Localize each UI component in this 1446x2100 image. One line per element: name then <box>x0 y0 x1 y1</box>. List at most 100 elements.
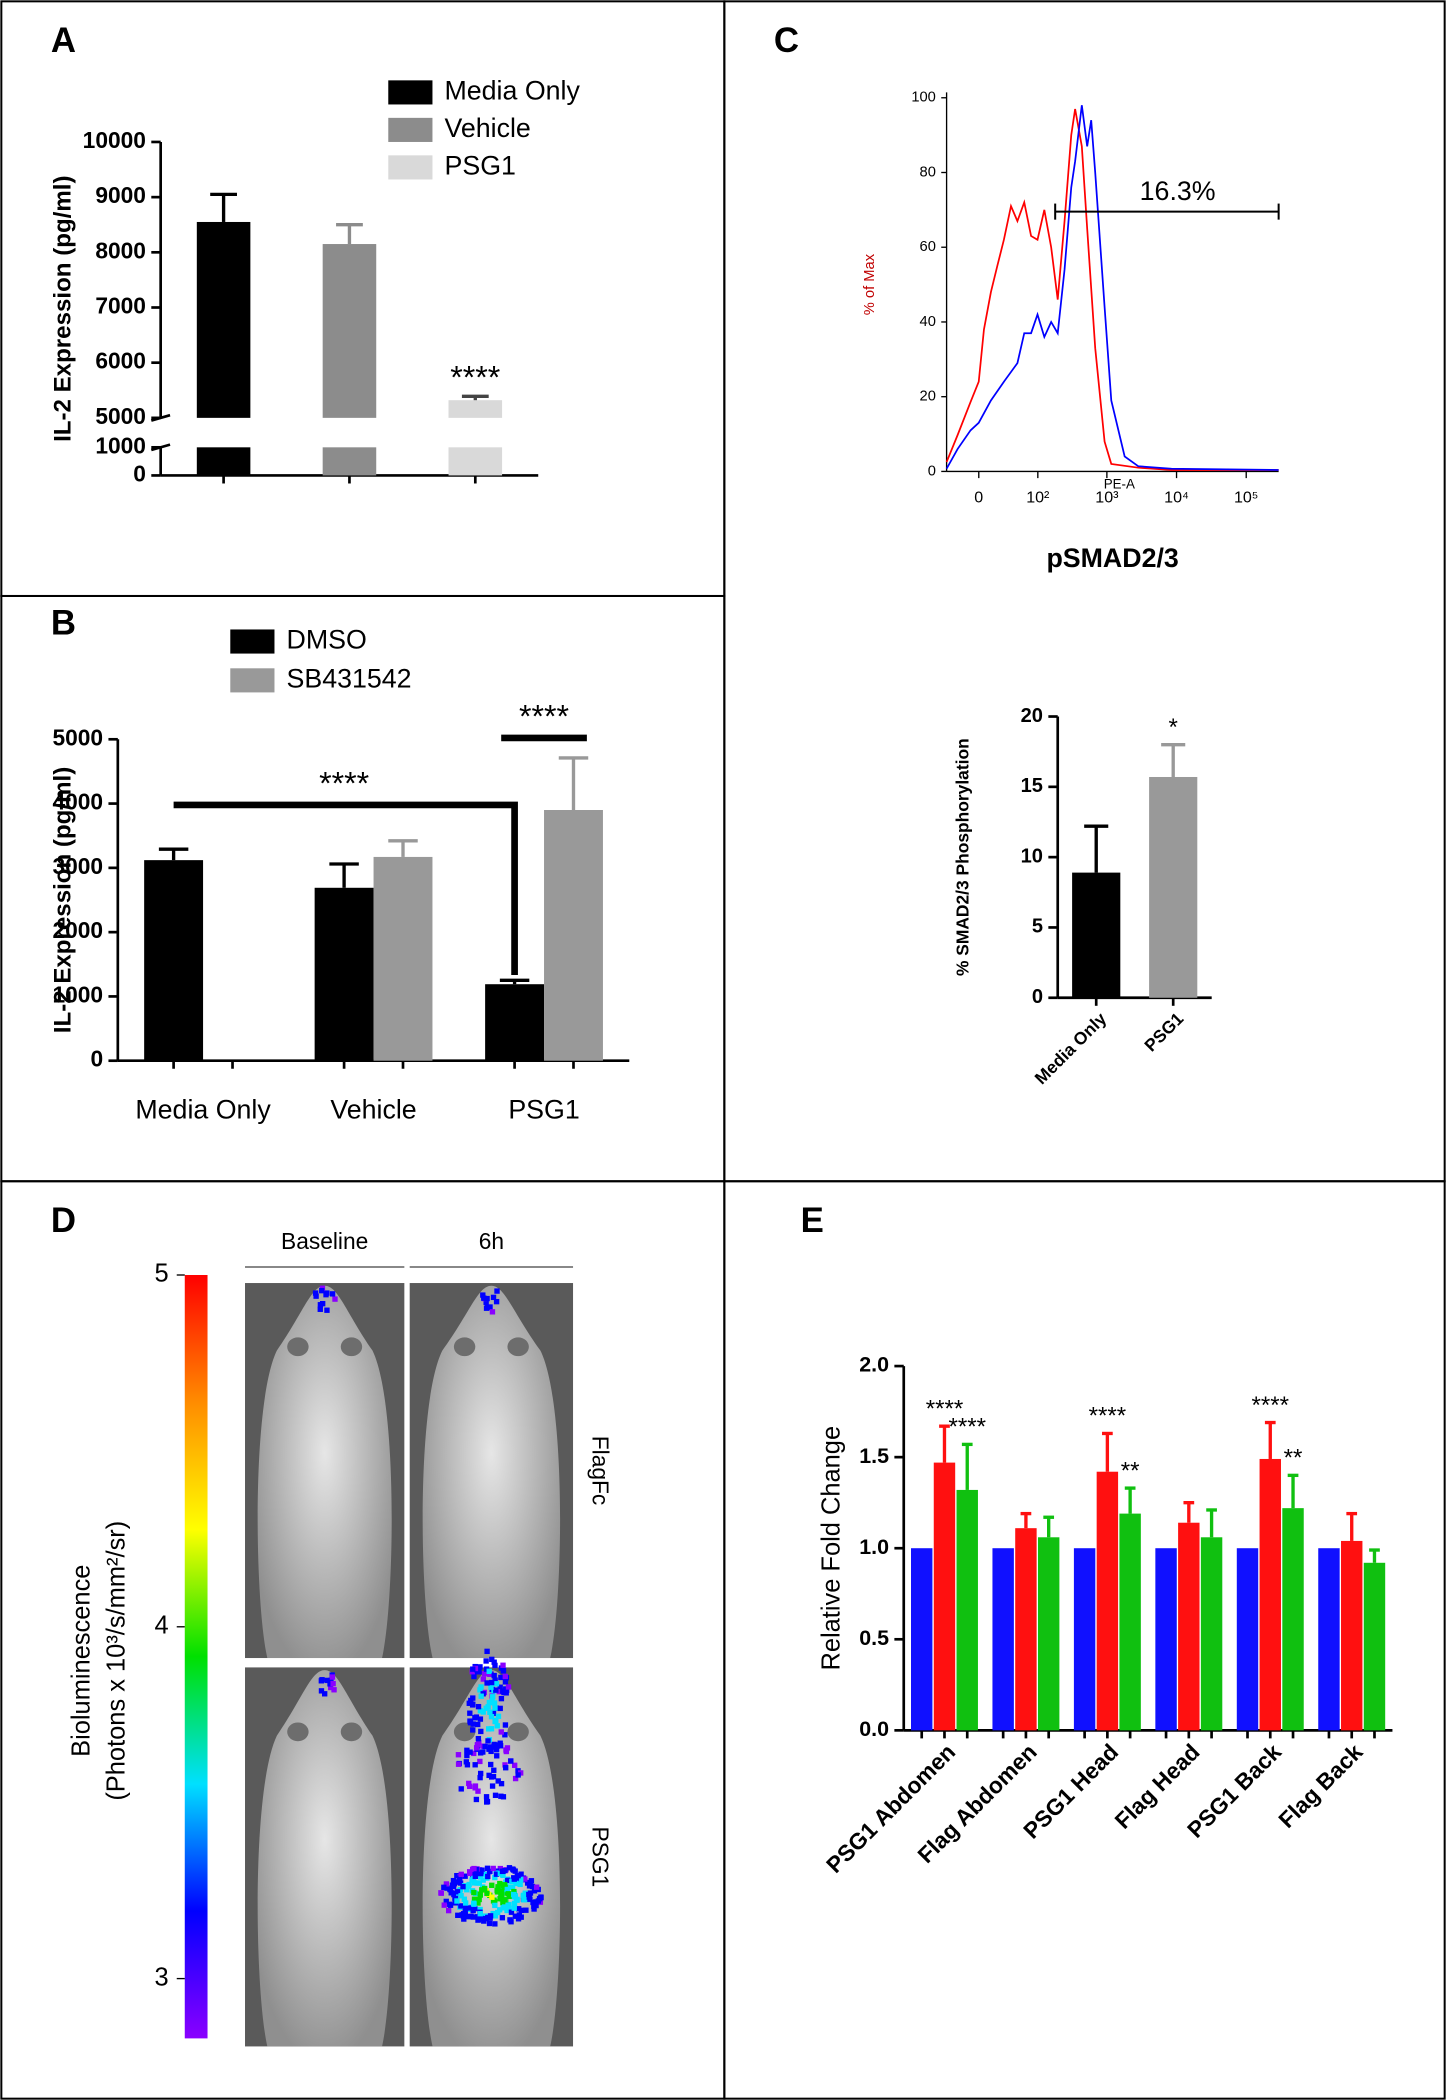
signal-pixel <box>492 1902 498 1909</box>
legend-swatch <box>230 668 275 693</box>
signal-pixel <box>470 1666 476 1672</box>
row-label: FlagFc <box>587 1436 613 1506</box>
bar <box>1318 1548 1340 1731</box>
y-tick-label: 1000 <box>52 981 103 1007</box>
mouse-ear <box>340 1337 363 1357</box>
row-label: PSG1 <box>587 1827 613 1888</box>
signal-pixel <box>464 1752 470 1759</box>
signal-pixel <box>493 1746 500 1753</box>
colorbar-label: Bioluminescence <box>68 1565 96 1757</box>
legend-swatch <box>388 117 433 142</box>
signal-pixel <box>518 1876 524 1883</box>
y-axis-label: IL-2 Expression (pg/ml) <box>50 767 77 1033</box>
signal-pixel <box>483 1299 489 1305</box>
legend-label: PSG1 <box>445 150 516 180</box>
signal-pixel <box>505 1902 512 1909</box>
signal-pixel <box>458 1871 464 1878</box>
signal-pixel <box>319 1287 325 1294</box>
y-tick-label: 40 <box>920 314 936 330</box>
signal-pixel <box>511 1900 518 1907</box>
signal-pixel <box>504 1907 510 1914</box>
signal-pixel <box>527 1896 533 1902</box>
signal-pixel <box>478 1684 484 1690</box>
error-bar <box>1102 1431 1113 1472</box>
signal-pixel <box>492 1899 498 1905</box>
mouse-body <box>422 1285 561 1659</box>
signal-pixel <box>508 1919 514 1925</box>
mouse-image <box>409 1648 574 2047</box>
signal-pixel <box>486 1668 492 1674</box>
signal-pixel <box>458 1893 464 1899</box>
bar <box>1072 872 1121 998</box>
signal-pixel <box>484 1295 490 1302</box>
signal-pixel <box>477 1687 483 1693</box>
mouse-image <box>245 1283 405 1659</box>
signal-pixel <box>473 1714 480 1720</box>
signal-pixel <box>501 1904 508 1910</box>
bar <box>992 1548 1014 1731</box>
signal-pixel <box>471 1889 477 1896</box>
signal-pixel <box>480 1749 486 1755</box>
signal-pixel <box>511 1905 517 1911</box>
legend-label: SB431542 <box>287 663 412 693</box>
y-tick-label: 9000 <box>95 182 146 208</box>
error-bar <box>558 756 589 810</box>
bar <box>1149 776 1198 998</box>
signal-pixel <box>477 1758 483 1765</box>
signal-pixel <box>502 1867 508 1874</box>
signal-pixel <box>480 1676 487 1682</box>
bar <box>1363 1562 1386 1731</box>
signal-pixel <box>328 1684 334 1691</box>
significance-label: **** <box>319 766 369 802</box>
signal-pixel <box>483 1794 490 1800</box>
signal-pixel <box>441 1884 447 1890</box>
signal-pixel <box>438 1890 444 1896</box>
signal-pixel <box>488 1748 494 1755</box>
signal-pixel <box>513 1897 520 1903</box>
signal-pixel <box>477 1708 484 1714</box>
bar <box>956 1489 978 1731</box>
signal-pixel <box>466 1700 472 1706</box>
signal-pixel <box>511 1888 517 1895</box>
signal-pixel <box>471 1880 478 1886</box>
signal-pixel <box>518 1871 524 1877</box>
signal-pixel <box>460 1913 466 1919</box>
bar <box>1073 1548 1096 1731</box>
signal-pixel <box>515 1872 521 1879</box>
signal-pixel <box>458 1786 464 1792</box>
signal-pixel <box>469 1702 476 1708</box>
y-tick-label: 15 <box>1021 775 1043 797</box>
signal-pixel <box>464 1762 471 1768</box>
bar <box>373 856 433 1061</box>
bar <box>1119 1513 1141 1731</box>
signal-pixel <box>487 1709 493 1715</box>
signal-pixel <box>484 1680 490 1686</box>
significance-label: **** <box>519 699 569 735</box>
signal-pixel <box>479 1887 485 1893</box>
signal-pixel <box>509 1884 516 1890</box>
signal-pixel <box>488 1679 495 1686</box>
signal-pixel <box>487 1744 493 1750</box>
column-label: Baseline <box>281 1228 368 1254</box>
signal-pixel <box>486 1868 493 1875</box>
signal-pixel <box>471 1900 477 1906</box>
signal-pixel <box>489 1882 495 1888</box>
signal-pixel <box>500 1668 507 1674</box>
y-tick-label: 10 <box>1021 845 1043 867</box>
signal-pixel <box>319 1300 326 1307</box>
signal-pixel <box>313 1293 319 1299</box>
signal-pixel <box>523 1907 529 1913</box>
y-tick-label: 8000 <box>95 237 146 263</box>
y-axis-label: IL-2 Expression (pg/ml) <box>50 175 77 441</box>
signal-pixel <box>481 1295 487 1301</box>
y-tick-label: 20 <box>1021 705 1043 727</box>
panel-letter: E <box>801 1201 824 1240</box>
signal-pixel <box>322 1691 328 1697</box>
signal-pixel <box>502 1762 508 1768</box>
signal-pixel <box>488 1774 495 1780</box>
signal-pixel <box>324 1677 330 1684</box>
signal-pixel <box>487 1913 494 1919</box>
signal-pixel <box>472 1762 478 1768</box>
bar <box>485 984 545 1061</box>
